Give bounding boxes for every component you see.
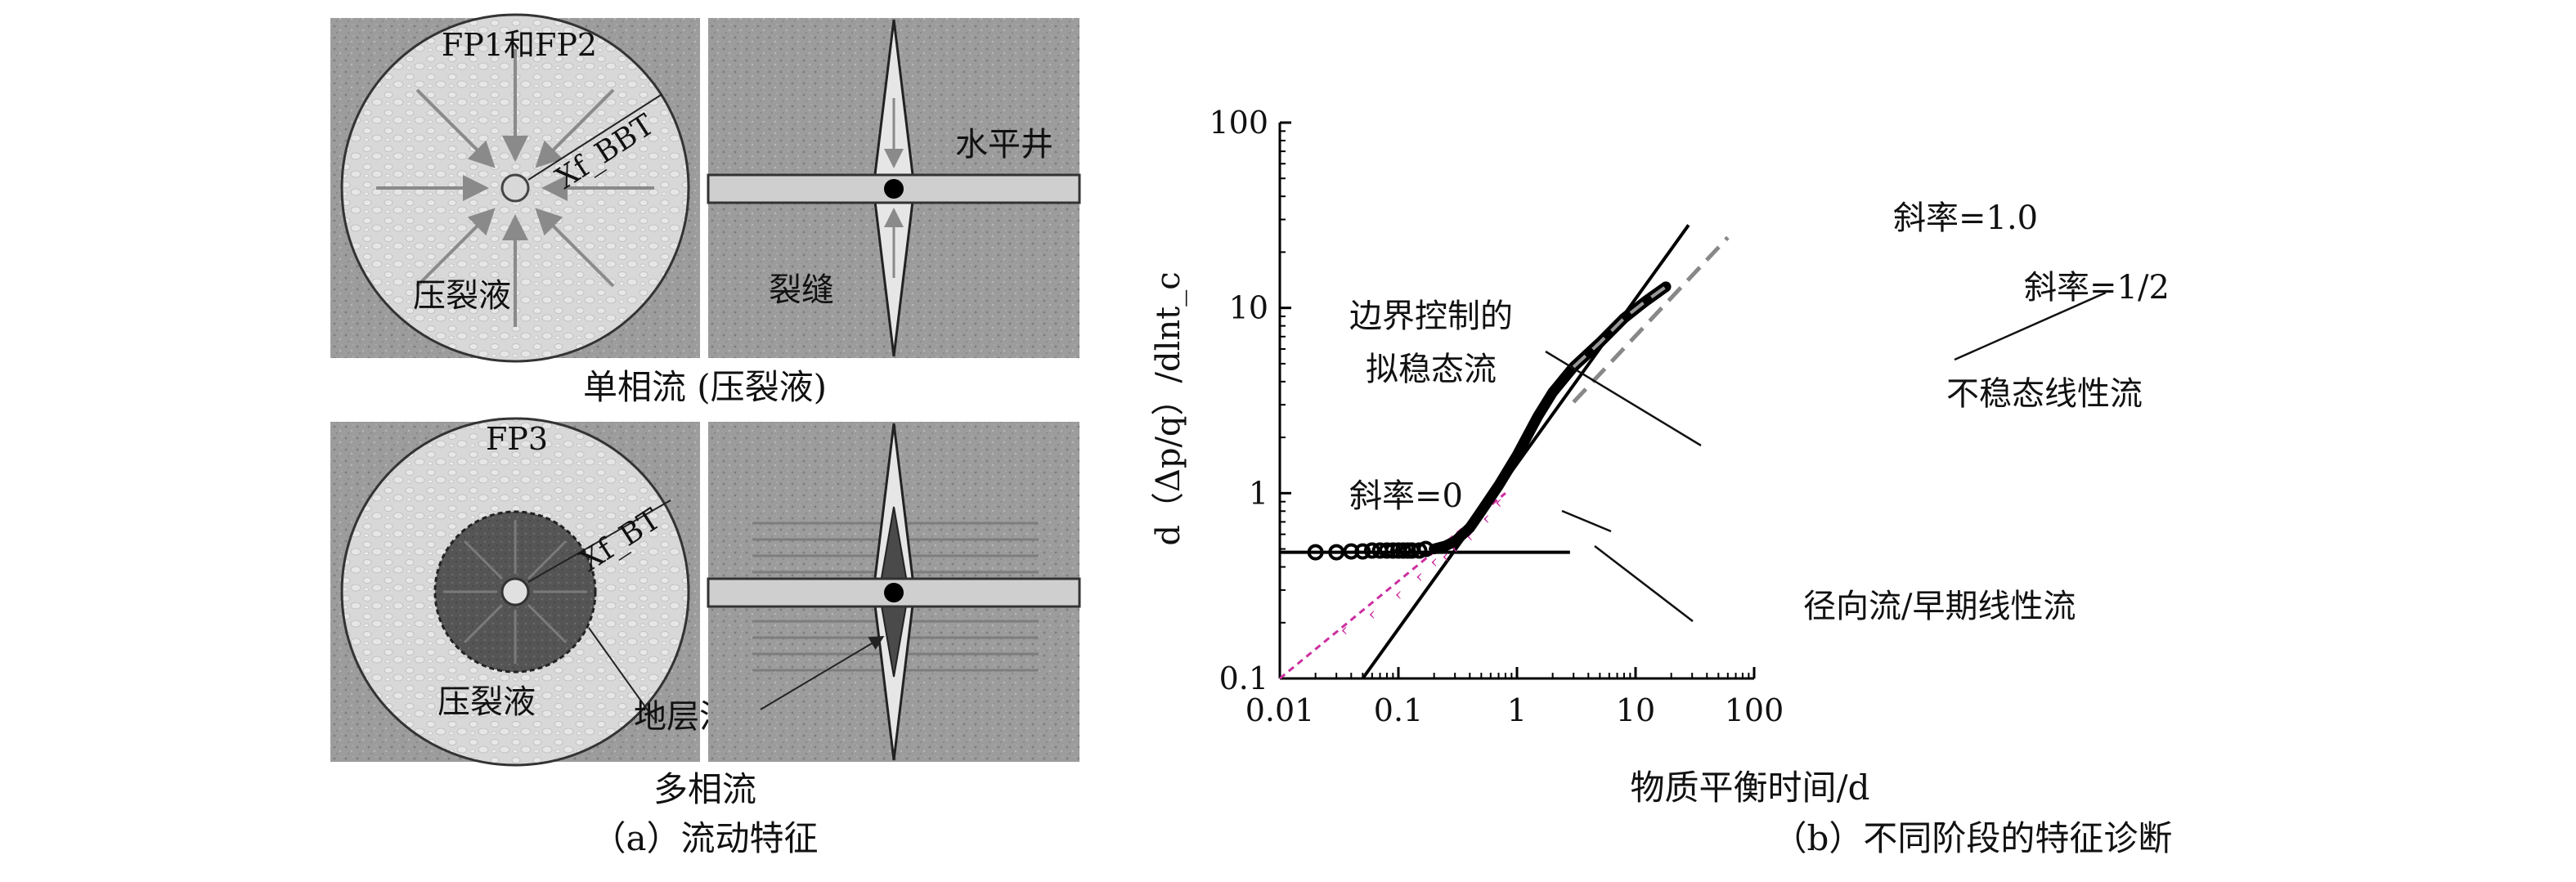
data-point <box>1363 542 1380 559</box>
well-label: 水平井 <box>955 126 1053 163</box>
oil-gas-arrow-icon <box>760 635 885 710</box>
wellbore-icon <box>500 577 530 607</box>
y-tick-label: 100 <box>1209 105 1268 141</box>
chart-axes <box>1278 123 1754 680</box>
annotation-unsteady: 不稳态线性流 <box>1946 375 2143 413</box>
top-right-panel <box>707 18 1081 358</box>
panel-b-caption: （b）不同阶段的特征诊断 <box>1773 818 2173 858</box>
x-tick-label: 0.1 <box>1374 692 1423 728</box>
annotation-slope-1: 斜率=1.0 <box>1893 199 2038 237</box>
oil-gas-leader <box>588 627 655 720</box>
annotation-boundary-2: 拟稳态流 <box>1366 351 1497 388</box>
panel-a-figure: FP1和FP2 Xf_BBT 压裂液 水平井 裂缝 单相流 (压裂液) <box>330 13 1081 858</box>
data-point <box>1384 542 1402 559</box>
magenta-marker: ‹ <box>1416 567 1423 588</box>
magenta-marker: ‹ <box>1442 547 1449 567</box>
bottom-left-panel <box>330 417 700 767</box>
panel-b: 0.01 0.1 1 10 100 0.1 1 10 100 ‹ ‹ ‹ ‹ ‹ ‹ ‹ ‹ ‹ ‹ 物质平衡时间… <box>1129 0 2576 879</box>
data-point <box>1328 544 1345 561</box>
annotation-slope-half: 斜率=1/2 <box>2024 269 2170 307</box>
bottom-caption: 多相流 <box>653 769 756 809</box>
y-tick-label: 1 <box>1249 475 1268 511</box>
slope-one-line <box>1361 224 1690 680</box>
wellbore-icon <box>500 173 530 203</box>
y-tick-label: 10 <box>1229 290 1268 326</box>
x-axis-label: 物质平衡时间/d <box>1630 768 1869 808</box>
leader-slope0 <box>1561 509 1612 533</box>
x-tick-label: 100 <box>1725 692 1784 728</box>
panel-a: FP1和FP2 Xf_BBT 压裂液 水平井 裂缝 单相流 (压裂液) <box>0 0 1129 879</box>
annotation-radial: 径向流/早期线性流 <box>1803 588 2076 625</box>
magenta-marker: ‹ <box>1395 585 1402 606</box>
well-point-icon <box>884 583 904 602</box>
leader-radial <box>1594 545 1694 622</box>
xf-line <box>527 499 671 583</box>
top-left-panel <box>330 13 700 363</box>
y-axis-label: d（Δp/q）/dlnt_c <box>1150 271 1187 545</box>
leader-unsteady <box>1954 291 2107 361</box>
top-caption: 单相流 (压裂液) <box>583 367 827 407</box>
annotation-leaders <box>1545 291 2107 622</box>
leader-boundary <box>1545 350 1702 447</box>
bottom-fluid-label: 压裂液 <box>438 683 536 721</box>
xf-line <box>527 93 663 181</box>
panel-a-caption: （a）流动特征 <box>591 818 818 858</box>
data-overlay-dash <box>1572 285 1667 369</box>
fracture-label: 裂缝 <box>769 271 834 309</box>
chart-series: ‹‹‹‹‹ ‹ ‹‹‹‹ <box>1279 224 1730 680</box>
slope-half-line <box>1572 235 1730 404</box>
top-fluid-label: 压裂液 <box>413 277 511 315</box>
magenta-marker: ‹ <box>1368 604 1376 625</box>
data-point <box>1417 540 1434 557</box>
data-point <box>1354 543 1371 560</box>
fp3-label: FP3 <box>486 421 548 457</box>
annotation-boundary-1: 边界控制的 <box>1349 298 1513 335</box>
well-point-icon <box>884 179 904 199</box>
x-tick-label: 0.01 <box>1245 692 1315 728</box>
data-point <box>1307 544 1324 561</box>
magenta-marker: ‹ <box>1452 539 1459 559</box>
fp12-label: FP1和FP2 <box>442 27 597 63</box>
magenta-marker: ‹ <box>1466 526 1474 547</box>
x-tick-label: 10 <box>1616 692 1655 728</box>
magenta-marker: ‹ <box>1430 553 1438 573</box>
magenta-marker: ‹ <box>1495 493 1502 513</box>
bottom-right-panel <box>707 422 1081 762</box>
y-tick-label: 0.1 <box>1219 660 1268 696</box>
annotation-slope-0: 斜率=0 <box>1349 477 1463 515</box>
magenta-marker: ‹ <box>1340 620 1348 641</box>
x-tick-label: 1 <box>1507 692 1527 728</box>
magenta-marker: ‹ <box>1483 509 1490 530</box>
